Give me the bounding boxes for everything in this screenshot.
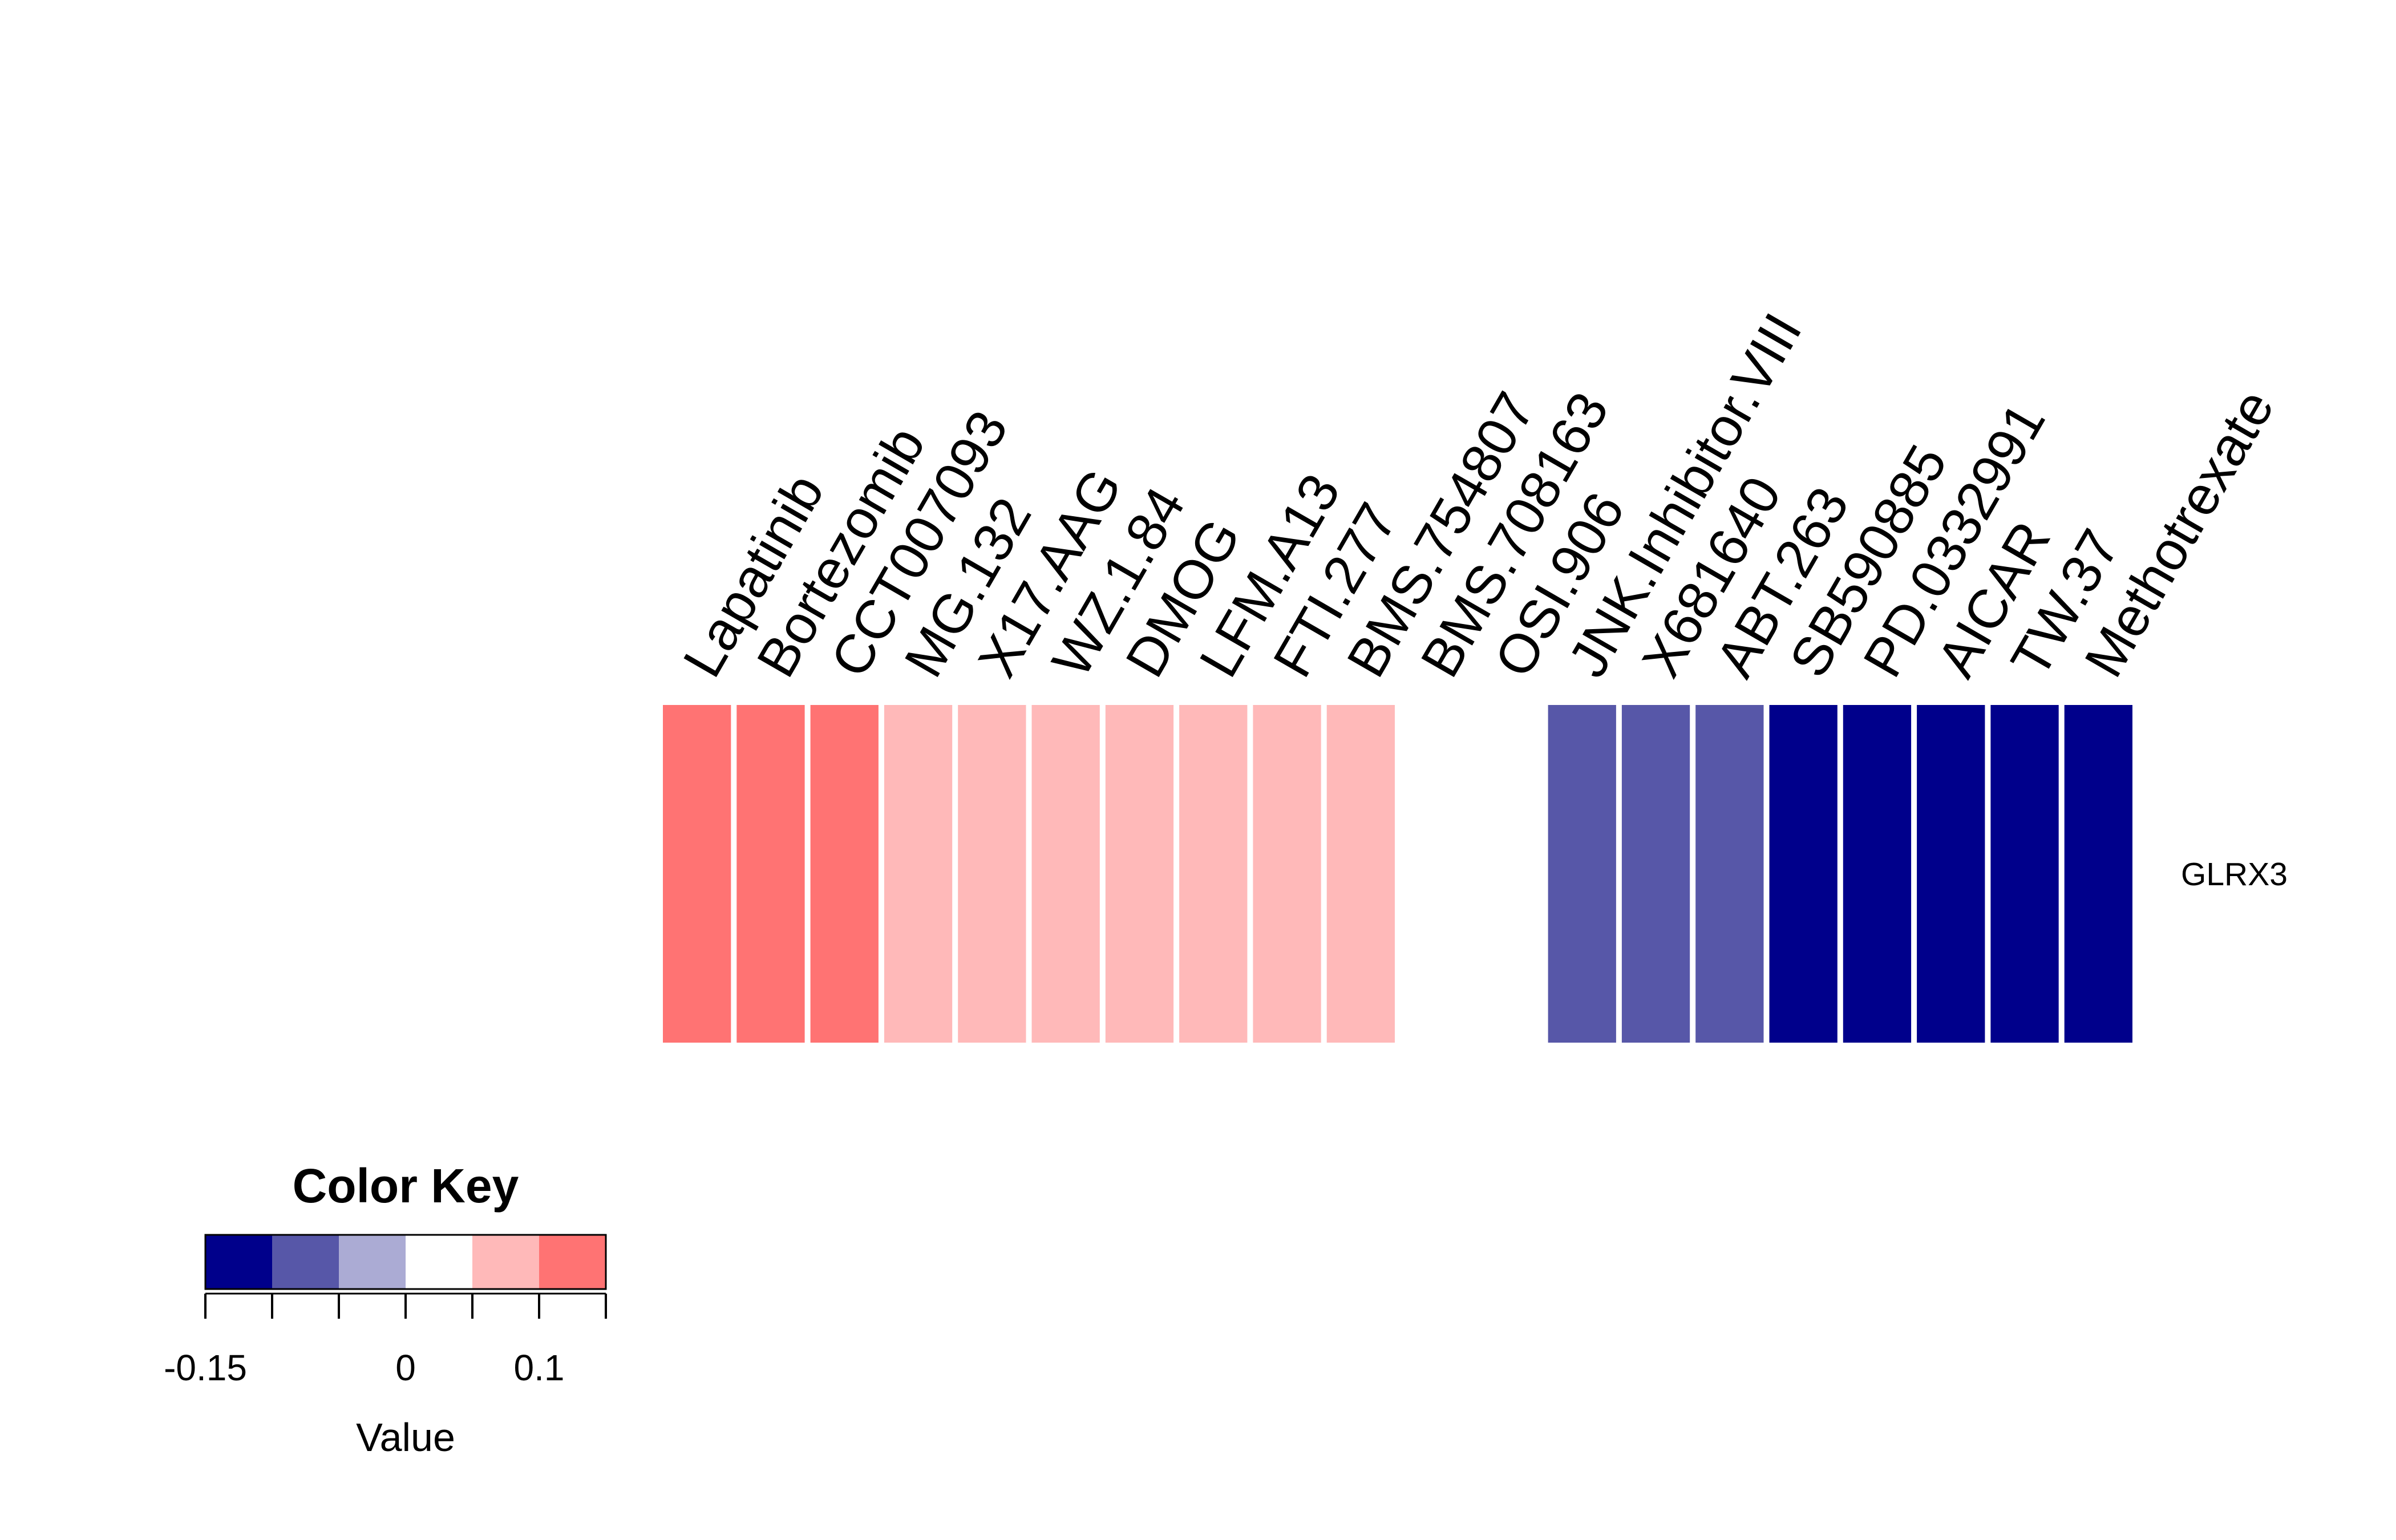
heatmap-cell <box>1253 705 1321 1043</box>
heatmap-cell <box>1326 705 1395 1043</box>
heatmap-cell <box>1621 705 1690 1043</box>
color-key-swatches <box>204 1234 607 1290</box>
color-key-swatch <box>472 1235 539 1289</box>
color-key-swatch <box>406 1235 472 1289</box>
column-labels: LapatinibBortezomibCCT007093MG.132X17.AA… <box>671 303 2286 687</box>
heatmap-cell <box>1179 705 1248 1043</box>
color-key: Color Key -0.15 0 0.1 Value <box>164 1159 607 1460</box>
heatmap-cell <box>2064 705 2132 1043</box>
heatmap-cells <box>663 705 2132 1043</box>
heatmap-cell <box>1474 705 1543 1043</box>
color-key-swatch <box>272 1235 339 1289</box>
heatmap-cell <box>736 705 805 1043</box>
row-labels: GLRX3 <box>2181 856 2288 893</box>
color-key-title: Color Key <box>293 1159 519 1213</box>
heatmap-cell <box>1105 705 1174 1043</box>
heatmap-cell <box>1843 705 1912 1043</box>
color-key-tick-label: -0.15 <box>164 1347 247 1388</box>
color-key-swatch <box>339 1235 406 1289</box>
heatmap-cell <box>1990 705 2059 1043</box>
color-key-swatch <box>205 1235 272 1289</box>
color-key-swatch <box>539 1235 606 1289</box>
heatmap-cell <box>810 705 879 1043</box>
row-label: GLRX3 <box>2181 856 2288 893</box>
column-label: Methotrexate <box>2073 380 2286 687</box>
heatmap-cell <box>1548 705 1616 1043</box>
heatmap-cell <box>1917 705 1985 1043</box>
heatmap-cell <box>1695 705 1764 1043</box>
color-key-tick-label: 0 <box>395 1347 416 1388</box>
heatmap-cell <box>958 705 1026 1043</box>
color-key-tick-label: 0.1 <box>514 1347 565 1388</box>
heatmap-cell <box>1401 705 1469 1043</box>
heatmap-cell <box>1769 705 1838 1043</box>
heatmap-cell <box>884 705 953 1043</box>
heatmap-cell <box>1031 705 1100 1043</box>
color-key-border <box>204 1234 607 1290</box>
color-key-axis-label: Value <box>356 1415 455 1460</box>
heatmap-cell <box>663 705 731 1043</box>
color-key-ticks: -0.15 0 0.1 <box>164 1292 607 1388</box>
